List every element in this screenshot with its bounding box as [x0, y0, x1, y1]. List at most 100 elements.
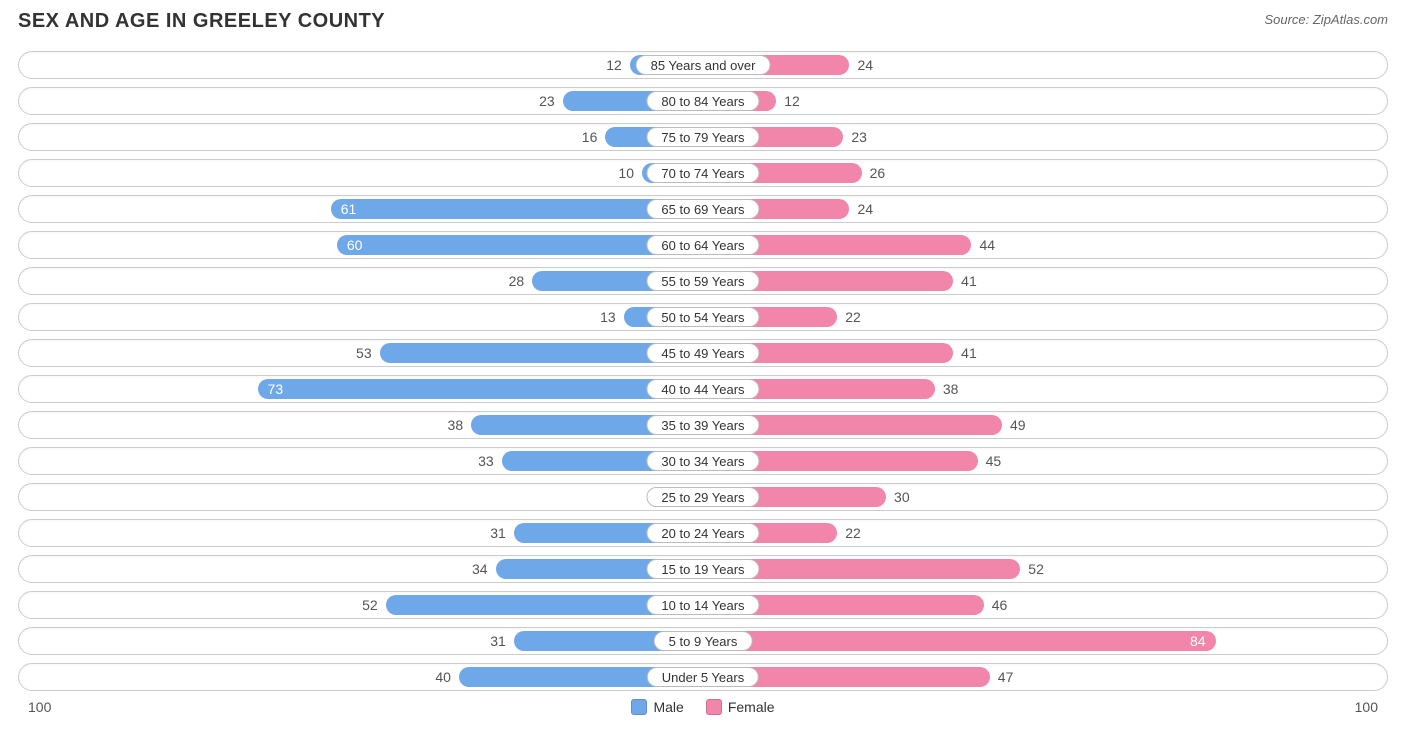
- male-value: 60: [347, 237, 363, 253]
- male-half: 53: [25, 343, 703, 363]
- male-half: 33: [25, 451, 703, 471]
- female-half: 30: [703, 487, 1381, 507]
- chart-source: Source: ZipAtlas.com: [1264, 12, 1388, 27]
- female-half: 12: [703, 91, 1381, 111]
- female-half: 24: [703, 199, 1381, 219]
- male-value: 53: [356, 345, 372, 361]
- female-half: 24: [703, 55, 1381, 75]
- pyramid-row: 31 84 5 to 9 Years: [18, 627, 1388, 655]
- female-half: 84: [703, 631, 1381, 651]
- pyramid-row: 28 41 55 to 59 Years: [18, 267, 1388, 295]
- pyramid-row: 31 2220 to 24 Years: [18, 519, 1388, 547]
- male-value: 34: [472, 561, 488, 577]
- male-value: 16: [582, 129, 598, 145]
- female-half: 22: [703, 307, 1381, 327]
- pyramid-row: 34 52 15 to 19 Years: [18, 555, 1388, 583]
- male-value: 61: [341, 201, 357, 217]
- female-value: 52: [1028, 561, 1044, 577]
- male-half: 40: [25, 667, 703, 687]
- chart-title: SEX AND AGE IN GREELEY COUNTY: [18, 10, 385, 33]
- age-range-pill: 35 to 39 Years: [646, 415, 759, 435]
- male-value: 33: [478, 453, 494, 469]
- pyramid-row: 38 4935 to 39 Years: [18, 411, 1388, 439]
- female-value: 38: [943, 381, 959, 397]
- pyramid-row: 52 46 10 to 14 Years: [18, 591, 1388, 619]
- male-value: 40: [435, 669, 451, 685]
- female-half: 41: [703, 271, 1381, 291]
- age-range-pill: 60 to 64 Years: [646, 235, 759, 255]
- pyramid-row: 60 44 60 to 64 Years: [18, 231, 1388, 259]
- pyramid-row: 1 30 25 to 29 Years: [18, 483, 1388, 511]
- age-range-pill: 55 to 59 Years: [646, 271, 759, 291]
- female-half: 46: [703, 595, 1381, 615]
- male-bar: [258, 379, 703, 399]
- age-range-pill: 5 to 9 Years: [654, 631, 753, 651]
- female-value: 84: [1190, 633, 1206, 649]
- age-range-pill: 30 to 34 Years: [646, 451, 759, 471]
- male-half: 73: [25, 379, 703, 399]
- pyramid-row: 122485 Years and over: [18, 51, 1388, 79]
- female-half: 49: [703, 415, 1381, 435]
- chart-legend: Male Female: [631, 699, 774, 715]
- male-value: 31: [490, 633, 506, 649]
- age-range-pill: 15 to 19 Years: [646, 559, 759, 579]
- male-value: 10: [618, 165, 634, 181]
- male-half: 61: [25, 199, 703, 219]
- age-range-pill: 10 to 14 Years: [646, 595, 759, 615]
- female-value: 24: [857, 201, 873, 217]
- male-half: 52: [25, 595, 703, 615]
- female-value: 44: [979, 237, 995, 253]
- female-value: 41: [961, 345, 977, 361]
- male-value: 13: [600, 309, 616, 325]
- pyramid-row: 33 4530 to 34 Years: [18, 447, 1388, 475]
- chart-footer: 100 Male Female 100: [18, 699, 1388, 715]
- male-half: 1: [25, 487, 703, 507]
- population-pyramid-chart: 122485 Years and over231280 to 84 Years1…: [18, 51, 1388, 691]
- female-half: 45: [703, 451, 1381, 471]
- axis-right-label: 100: [1355, 699, 1378, 715]
- age-range-pill: 80 to 84 Years: [646, 91, 759, 111]
- axis-left-label: 100: [28, 699, 51, 715]
- male-half: 31: [25, 523, 703, 543]
- male-value: 28: [509, 273, 525, 289]
- female-half: 22: [703, 523, 1381, 543]
- female-half: 52: [703, 559, 1381, 579]
- female-value: 41: [961, 273, 977, 289]
- male-half: 10: [25, 163, 703, 183]
- pyramid-row: 53 41 45 to 49 Years: [18, 339, 1388, 367]
- male-value: 38: [448, 417, 464, 433]
- female-half: 47: [703, 667, 1381, 687]
- male-half: 12: [25, 55, 703, 75]
- female-half: 38: [703, 379, 1381, 399]
- age-range-pill: 25 to 29 Years: [646, 487, 759, 507]
- female-half: 23: [703, 127, 1381, 147]
- age-range-pill: 45 to 49 Years: [646, 343, 759, 363]
- male-value: 12: [606, 57, 622, 73]
- male-half: 38: [25, 415, 703, 435]
- female-value: 12: [784, 93, 800, 109]
- male-half: 28: [25, 271, 703, 291]
- female-bar: [703, 631, 1216, 651]
- male-half: 16: [25, 127, 703, 147]
- male-half: 60: [25, 235, 703, 255]
- female-value: 22: [845, 309, 861, 325]
- male-value: 31: [490, 525, 506, 541]
- male-half: 34: [25, 559, 703, 579]
- female-half: 26: [703, 163, 1381, 183]
- female-value: 26: [870, 165, 886, 181]
- female-value: 30: [894, 489, 910, 505]
- male-half: 31: [25, 631, 703, 651]
- male-half: 13: [25, 307, 703, 327]
- age-range-pill: 20 to 24 Years: [646, 523, 759, 543]
- female-value: 47: [998, 669, 1014, 685]
- legend-female: Female: [706, 699, 775, 715]
- legend-swatch-male: [631, 699, 647, 715]
- pyramid-row: 23 12 80 to 84 Years: [18, 87, 1388, 115]
- male-value: 23: [539, 93, 555, 109]
- female-value: 46: [992, 597, 1008, 613]
- pyramid-row: 132250 to 54 Years: [18, 303, 1388, 331]
- female-half: 44: [703, 235, 1381, 255]
- legend-female-label: Female: [728, 699, 775, 715]
- female-value: 24: [857, 57, 873, 73]
- male-half: 23: [25, 91, 703, 111]
